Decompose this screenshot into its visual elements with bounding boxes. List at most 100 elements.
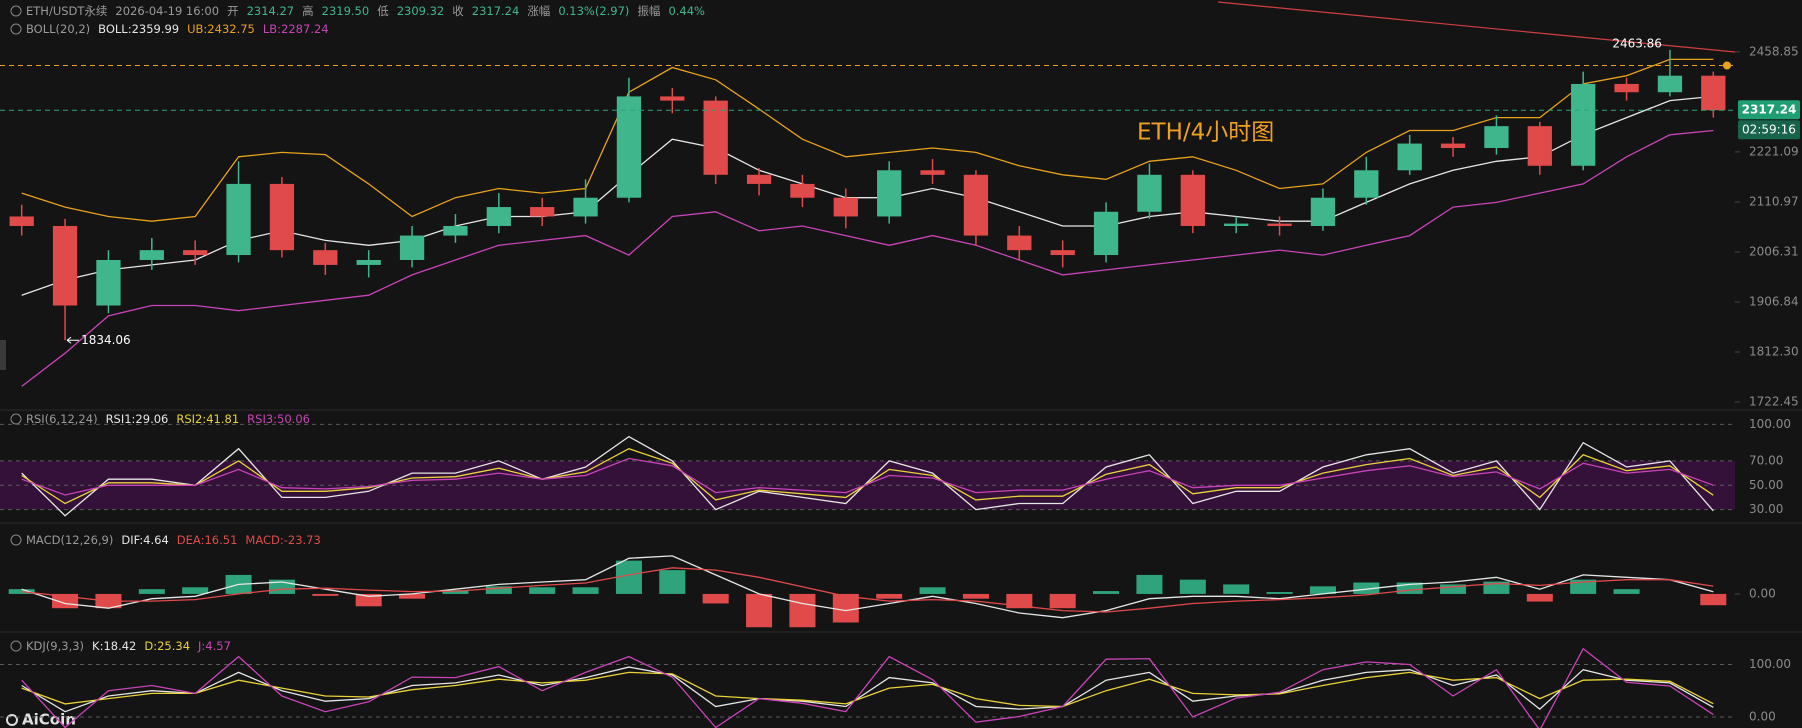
candle-body <box>703 100 728 175</box>
field-label: 涨幅 <box>527 4 551 18</box>
y-tick-label: 1812.30 <box>1749 344 1799 358</box>
legend-row: ETH/USDT永续 2026-04-19 16:00 开 2314.27 高 2319.… <box>26 4 705 18</box>
legend-entry: MACD:-23.73 <box>245 533 321 547</box>
indicator-line <box>21 58 1714 222</box>
candle-body <box>1657 75 1683 93</box>
candle-body <box>183 250 208 256</box>
candle-body <box>1354 170 1379 198</box>
candle-body <box>1050 250 1075 256</box>
candle-body <box>139 250 164 260</box>
histogram-bar <box>182 587 209 594</box>
candle-body <box>313 250 338 265</box>
histogram-bar <box>1526 593 1553 602</box>
indicator-line <box>21 567 1714 613</box>
histogram-bar <box>572 587 599 594</box>
indicator-name: RSI(6,12,24) <box>26 412 98 426</box>
candle-body <box>1180 174 1205 226</box>
histogram-bar <box>1613 589 1640 594</box>
candle-body <box>1614 83 1639 93</box>
candle-body <box>443 225 468 236</box>
histogram-bar <box>1353 582 1380 594</box>
countdown: 02:59:16 <box>1742 123 1796 137</box>
alert-dot <box>1723 61 1731 70</box>
toggle-icon[interactable] <box>10 5 22 17</box>
countdown-box <box>1738 120 1800 140</box>
histogram-bar <box>442 590 469 594</box>
histogram-bar <box>312 593 339 596</box>
field-value: 2319.50 <box>321 4 370 18</box>
y-tick-label: 30.00 <box>1749 502 1783 516</box>
toggle-icon[interactable] <box>10 534 22 546</box>
toggle-icon[interactable] <box>10 413 22 425</box>
histogram-bar <box>919 587 946 594</box>
candle-body <box>573 197 598 217</box>
indicator-line <box>21 457 1714 496</box>
candle-body <box>1440 143 1466 148</box>
legend-entry: RSI1:29.06 <box>105 412 169 426</box>
legend-entry: DEA:16.51 <box>176 533 238 547</box>
candle-body <box>1007 235 1032 251</box>
field-label: 低 <box>377 4 389 18</box>
candle-body <box>269 183 295 251</box>
histogram-bar <box>876 593 903 599</box>
legend-entry: RSI2:41.81 <box>176 412 240 426</box>
histogram-bar <box>1223 584 1250 594</box>
y-tick-label: 0.00 <box>1749 709 1776 723</box>
indicator-name: MACD(12,26,9) <box>26 533 114 547</box>
candle-body <box>1310 197 1336 226</box>
legend-entry: BOLL:2359.99 <box>98 22 180 36</box>
histogram-bar <box>1440 584 1467 594</box>
candle-body <box>746 174 772 184</box>
last-price-label: 2317.24 <box>1742 103 1797 117</box>
field-label: 收 <box>452 4 464 18</box>
field-value: 2309.32 <box>396 4 445 18</box>
histogram-bar <box>659 570 686 594</box>
legend-entry: D:25.34 <box>144 639 191 653</box>
y-tick-label: 50.00 <box>1749 478 1783 492</box>
toggle-icon[interactable] <box>10 640 22 652</box>
y-tick-label: 70.00 <box>1749 453 1783 467</box>
histogram-bar <box>399 593 426 599</box>
indicator-line <box>21 555 1714 619</box>
indicator-line <box>21 129 1714 387</box>
histogram-bar <box>615 560 642 594</box>
candle-body <box>226 183 251 256</box>
candle-body <box>660 96 685 101</box>
toggle-icon[interactable] <box>10 23 22 35</box>
candle-body <box>52 225 78 306</box>
field-value: 0.13%(2.97) <box>558 4 630 18</box>
y-tick-label: 100.00 <box>1749 657 1791 671</box>
y-tick-label: 2458.85 <box>1749 44 1799 58</box>
histogram-bar <box>8 589 35 594</box>
indicator-line <box>21 435 1714 517</box>
candle-body <box>530 207 555 217</box>
histogram-bar <box>1309 586 1336 594</box>
histogram-bar <box>746 593 773 628</box>
symbol: ETH/USDT永续 <box>26 4 108 18</box>
candle-body <box>1267 223 1292 226</box>
indicator-line <box>21 95 1714 296</box>
histogram-bar <box>1179 579 1206 594</box>
field-value: 2314.27 <box>246 4 295 18</box>
candle-body <box>833 197 858 217</box>
candle-body <box>1137 174 1162 212</box>
legend-row: KDJ(9,3,3) K:18.42 D:25.34 J:4.57 <box>26 639 231 653</box>
histogram-bar <box>1700 593 1727 606</box>
indicator-line <box>21 666 1714 713</box>
candle-body <box>963 174 989 236</box>
histogram-bar <box>1093 591 1120 594</box>
legend-entry: UB:2432.75 <box>187 22 255 36</box>
candle-body <box>1224 223 1249 226</box>
low-label: 1834.06 <box>81 333 131 347</box>
legend-entry: RSI3:50.06 <box>247 412 310 426</box>
field-label: 开 <box>227 4 239 18</box>
histogram-bar <box>702 593 729 604</box>
y-tick-label: 100.00 <box>1749 417 1791 431</box>
histogram-bar <box>529 587 556 594</box>
candle-body <box>1527 126 1552 166</box>
low-arrow <box>66 336 80 344</box>
legend-entry: J:4.57 <box>198 639 231 653</box>
histogram-bar <box>1570 579 1597 594</box>
side-tab[interactable] <box>0 340 6 370</box>
histogram-bar <box>1049 593 1076 609</box>
